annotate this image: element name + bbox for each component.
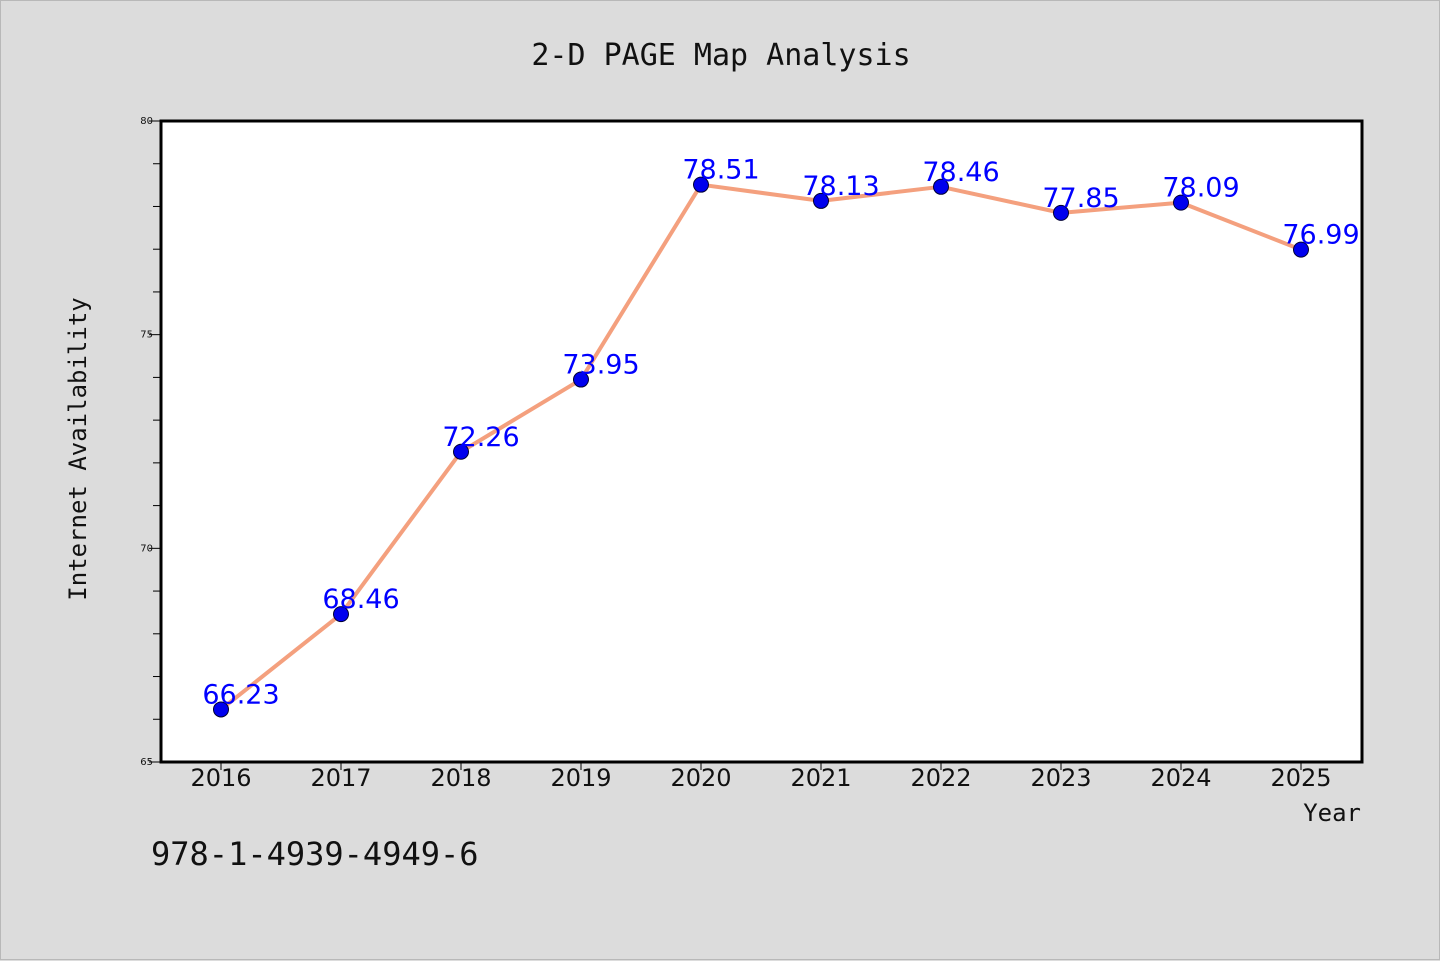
data-point bbox=[573, 371, 589, 388]
x-axis: 2016 2017 2018 2019 2020 2021 2022 2023 2024 2025 bbox=[190, 762, 1332, 792]
data-point bbox=[213, 701, 229, 718]
x-tick-label: 2018 bbox=[430, 764, 491, 792]
y-axis-label: Internet Availability bbox=[64, 297, 92, 600]
data-label: 72.26 bbox=[442, 422, 519, 453]
isbn-text: 978-1-4939-4949-6 bbox=[151, 835, 479, 873]
data-label: 78.46 bbox=[922, 157, 999, 188]
data-point bbox=[813, 192, 829, 209]
x-tick-label: 2020 bbox=[670, 764, 731, 792]
x-axis-label: Year bbox=[1303, 799, 1361, 827]
data-point bbox=[453, 443, 469, 460]
data-label: 78.09 bbox=[1162, 173, 1239, 204]
data-point bbox=[333, 606, 349, 623]
data-label: 66.23 bbox=[202, 679, 279, 710]
data-point bbox=[693, 176, 709, 193]
x-tick-label: 2024 bbox=[1150, 764, 1211, 792]
chart-title: 2-D PAGE Map Analysis bbox=[531, 38, 910, 73]
series-line bbox=[219, 182, 1302, 712]
x-tick-label: 2025 bbox=[1270, 764, 1331, 792]
y-tick-label: 70 bbox=[140, 543, 153, 554]
x-tick-label: 2021 bbox=[790, 764, 851, 792]
x-tick-label: 2017 bbox=[310, 764, 371, 792]
data-label: 73.95 bbox=[562, 350, 639, 381]
data-point bbox=[933, 178, 949, 195]
data-label: 78.13 bbox=[802, 171, 879, 202]
y-tick-label: 80 bbox=[140, 116, 153, 127]
data-label: 78.51 bbox=[682, 155, 759, 186]
data-point bbox=[1293, 241, 1309, 258]
data-label: 77.85 bbox=[1042, 183, 1119, 214]
data-point bbox=[1053, 204, 1069, 221]
plot-area bbox=[159, 119, 1364, 764]
y-tick-label: 75 bbox=[140, 330, 153, 341]
x-tick-label: 2023 bbox=[1030, 764, 1091, 792]
data-point bbox=[1173, 194, 1189, 211]
data-label: 76.99 bbox=[1282, 220, 1359, 251]
y-axis: 65 70 75 80 bbox=[140, 116, 161, 768]
x-tick-label: 2019 bbox=[550, 764, 611, 792]
y-tick-label: 65 bbox=[140, 757, 153, 768]
x-tick-label: 2022 bbox=[910, 764, 971, 792]
x-tick-label: 2016 bbox=[190, 764, 251, 792]
data-label: 68.46 bbox=[322, 584, 399, 615]
series: 66.23 68.46 72.26 73.95 78.51 78.13 78.46 77.85… bbox=[202, 155, 1360, 718]
